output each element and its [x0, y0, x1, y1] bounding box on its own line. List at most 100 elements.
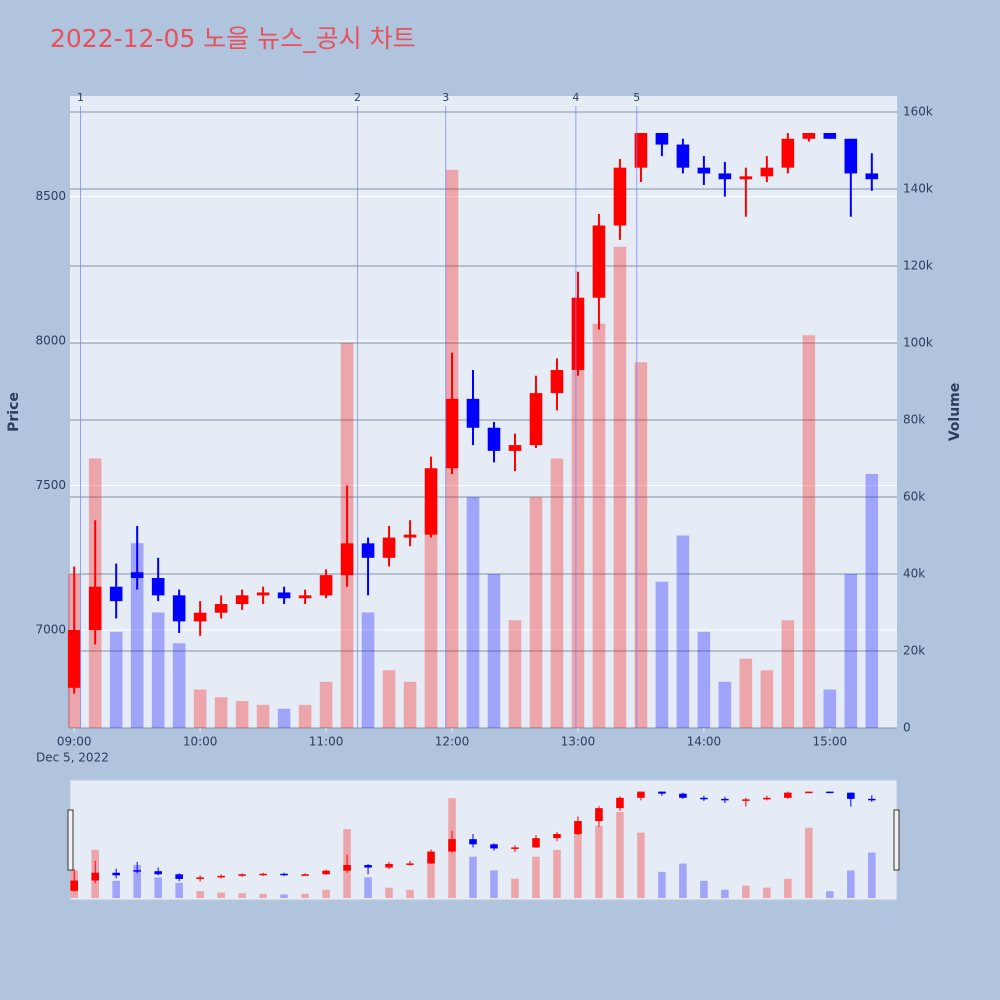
volume-bar	[655, 581, 669, 728]
mini-candle-body	[280, 873, 288, 876]
mini-candle-body	[616, 797, 624, 809]
mini-candle-body	[196, 877, 204, 879]
candle-body	[193, 612, 207, 622]
mini-volume-bar	[322, 889, 330, 898]
mini-candle-body	[448, 839, 456, 852]
mini-candle-body	[511, 847, 519, 849]
news-label: 5	[633, 91, 640, 104]
x-tick-label: 10:00	[183, 735, 218, 749]
chart-title: 2022-12-05 노을 뉴스_공시 차트	[50, 24, 416, 53]
mini-volume-bar	[511, 878, 519, 898]
range-handle-left[interactable]	[67, 809, 74, 871]
mini-volume-bar	[427, 858, 435, 898]
mini-volume-bar	[847, 870, 855, 898]
range-slider[interactable]	[69, 779, 898, 901]
volume-bar	[634, 362, 648, 728]
candle-body	[151, 578, 165, 596]
mini-candle-body	[721, 798, 729, 801]
candle-body	[550, 369, 564, 394]
mini-volume-bar	[490, 870, 498, 898]
volume-bar	[592, 323, 606, 728]
mini-candle-body	[700, 797, 708, 800]
x-tick-label: 14:00	[687, 735, 722, 749]
mini-candle-body	[469, 839, 477, 845]
volume-bar	[529, 497, 543, 728]
mini-volume-bar	[679, 863, 687, 898]
volume-bar	[802, 335, 816, 728]
mini-volume-bar	[763, 887, 771, 898]
y2-axis-title: Volume	[947, 383, 963, 442]
volume-bar	[823, 689, 837, 728]
volume-bar	[571, 304, 585, 728]
candle-body	[340, 543, 354, 576]
mini-candle-body	[112, 872, 120, 876]
mini-candle-body	[868, 798, 876, 801]
mini-candle-body	[406, 863, 414, 865]
volume-bar	[151, 612, 165, 728]
candle-body	[403, 534, 417, 538]
candle-body	[172, 595, 186, 622]
volume-bar	[382, 670, 396, 728]
y-tick-label: 8000	[35, 334, 66, 348]
mini-candle-body	[133, 870, 141, 872]
mini-candle-body	[826, 791, 834, 794]
volume-bar	[277, 708, 291, 728]
range-handle-right[interactable]	[893, 809, 900, 871]
volume-bar	[466, 497, 480, 728]
volume-bar	[403, 681, 417, 728]
mini-candle-body	[553, 833, 561, 839]
mini-candle-body	[385, 863, 393, 868]
mini-volume-bar	[553, 849, 561, 898]
mini-volume-bar	[280, 894, 288, 898]
candle-body	[319, 575, 333, 596]
volume-bar	[256, 704, 270, 728]
mini-volume-bar	[259, 893, 267, 898]
news-label: 2	[354, 91, 361, 104]
mini-volume-bar	[364, 877, 372, 898]
mini-candle-body	[301, 874, 309, 876]
mini-volume-bar	[196, 891, 204, 898]
volume-bar	[760, 670, 774, 728]
candle-body	[823, 132, 837, 139]
volume-bar	[865, 473, 879, 728]
x-date-label: Dec 5, 2022	[36, 751, 109, 765]
mini-candle-body	[238, 874, 246, 876]
volume-bar	[130, 543, 144, 728]
news-label: 1	[77, 91, 84, 104]
y2-tick-label: 140k	[903, 182, 933, 196]
candle-body	[634, 132, 648, 168]
mini-candle-body	[658, 791, 666, 794]
x-tick-label: 11:00	[309, 735, 344, 749]
y-tick-label: 7000	[35, 623, 66, 637]
mini-candle-body	[574, 821, 582, 834]
candle-body	[592, 225, 606, 298]
candle-body	[781, 138, 795, 168]
volume-bar	[487, 574, 501, 728]
mini-candle-body	[490, 844, 498, 849]
mini-volume-bar	[637, 832, 645, 898]
mini-candle-body	[784, 792, 792, 798]
mini-volume-bar	[217, 892, 225, 898]
mini-volume-bar	[784, 878, 792, 898]
candle-body	[655, 132, 669, 145]
mini-volume-bar	[469, 856, 477, 898]
mini-candle-body	[763, 797, 771, 800]
candle-body	[844, 138, 858, 174]
volume-bar	[361, 612, 375, 728]
y2-tick-label: 120k	[903, 259, 933, 273]
candle-body	[739, 176, 753, 180]
mini-candle-body	[91, 872, 99, 881]
y2-tick-label: 100k	[903, 336, 933, 350]
candle-body	[445, 398, 459, 469]
y2-tick-label: 40k	[903, 567, 925, 581]
mini-volume-bar	[574, 822, 582, 898]
mini-candle-body	[595, 808, 603, 822]
candle-body	[529, 393, 543, 446]
candle-body	[697, 167, 711, 174]
mini-volume-bar	[868, 852, 876, 898]
x-tick-label: 15:00	[813, 735, 848, 749]
volume-bar	[676, 535, 690, 728]
mini-volume-bar	[595, 825, 603, 898]
mini-volume-bar	[532, 856, 540, 898]
candle-body	[214, 604, 228, 613]
